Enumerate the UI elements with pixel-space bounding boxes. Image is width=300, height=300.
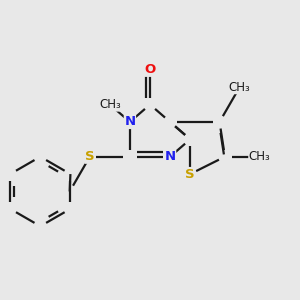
Text: S: S (185, 168, 195, 181)
Text: CH₃: CH₃ (249, 150, 271, 163)
Text: CH₃: CH₃ (229, 81, 250, 94)
Text: S: S (85, 150, 94, 163)
Text: N: N (124, 116, 136, 128)
Text: N: N (164, 150, 175, 163)
Text: O: O (144, 63, 156, 76)
Text: CH₃: CH₃ (99, 98, 121, 111)
